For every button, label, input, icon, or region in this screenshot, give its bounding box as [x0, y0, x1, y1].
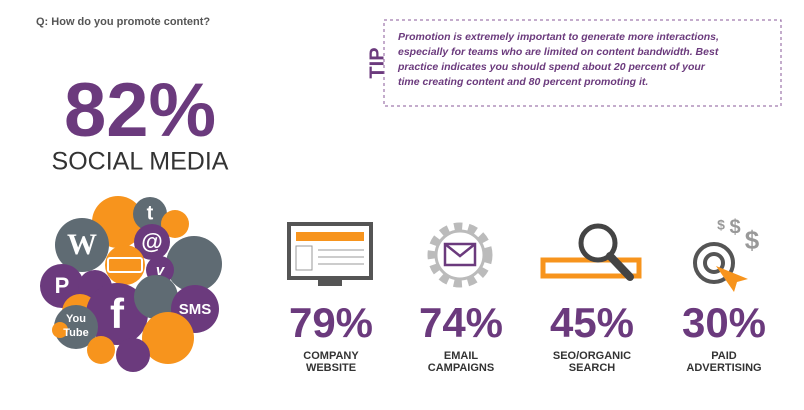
stat-value: 45% [550, 299, 634, 346]
stat-value: 30% [682, 299, 766, 346]
stat-value: 79% [289, 299, 373, 346]
stat-value: 74% [419, 299, 503, 346]
headline-label: SOCIAL MEDIA [52, 148, 229, 176]
tip-text: time creating content and 80 percent pro… [398, 76, 648, 88]
stat-label: SEARCH [569, 362, 616, 374]
stat-label: ADVERTISING [686, 362, 761, 374]
icon-text: W [67, 228, 97, 261]
icon-text: @ [141, 229, 162, 254]
icon-text: SMS [179, 301, 212, 318]
dollar-sign: $ [717, 217, 725, 233]
stat-label: COMPANY [303, 350, 359, 362]
stat-label: PAID [711, 350, 737, 362]
ad-icon [693, 242, 748, 292]
icon-text: You [66, 313, 86, 325]
website-icon [287, 222, 373, 286]
tip-text: practice indicates you should spend abou… [397, 61, 706, 73]
tip-box [383, 19, 782, 107]
tip-label: TIP [366, 47, 388, 78]
icon-text: t [147, 202, 154, 224]
icon-text: v [156, 262, 166, 279]
dollar-sign: $ [729, 216, 740, 238]
icon-text: f [110, 290, 125, 337]
stat-label: EMAIL [444, 350, 479, 362]
headline-value: 82% [64, 68, 216, 153]
stat-label: WEBSITE [306, 362, 356, 374]
stat-label: SEO/ORGANIC [553, 350, 631, 362]
tip-text: Promotion is extremely important to gene… [398, 31, 719, 43]
icon-text: Tube [63, 327, 88, 339]
email-icon [427, 222, 493, 288]
tip-text: especially for teams who are limited on … [398, 46, 719, 58]
dollar-sign: $ [745, 225, 760, 255]
search-icon [540, 223, 642, 281]
icon-text: P [55, 273, 70, 298]
question: Q: How do you promote content? [36, 16, 210, 28]
stat-label: CAMPAIGNS [428, 362, 494, 374]
mail-icon [107, 257, 143, 273]
social-cluster [40, 196, 222, 372]
